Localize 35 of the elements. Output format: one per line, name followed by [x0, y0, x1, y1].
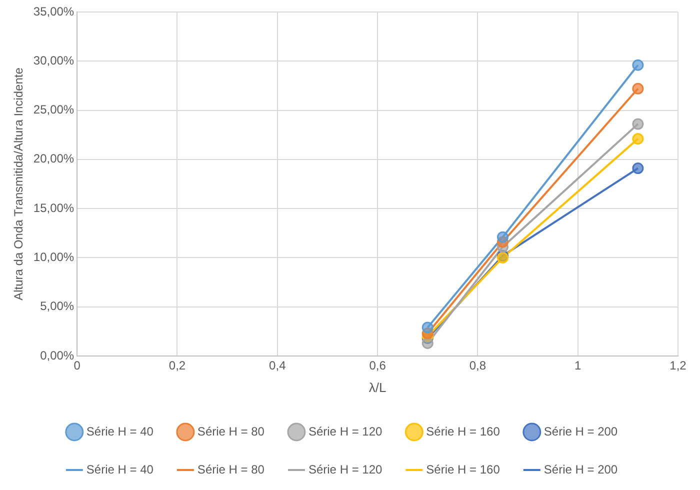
point: [632, 59, 644, 71]
point: [632, 118, 644, 130]
point: [496, 231, 508, 243]
legend-label: Série H = 120: [308, 424, 383, 438]
y-tick-label: 15,00%: [33, 200, 74, 215]
legend-label: Série H = 80: [197, 424, 265, 438]
x-tick-label: 0: [74, 358, 81, 373]
x-tick-label: 0,4: [269, 358, 286, 373]
point: [632, 82, 644, 94]
legend-label: Série H = 200: [544, 424, 618, 438]
legend-label: Série H = 40: [86, 462, 154, 476]
legend-label: Série H = 80: [197, 462, 265, 476]
y-tick-label: 5,00%: [40, 299, 74, 314]
legend-label: Série H = 120: [308, 462, 383, 476]
x-tick-label: 0,2: [168, 358, 186, 373]
y-tick-label: 25,00%: [33, 102, 74, 117]
point: [422, 322, 434, 334]
y-axis-title: Altura da Onda Transmitida/Altura Incidente: [12, 67, 26, 300]
y-tick-label: 35,00%: [33, 4, 74, 18]
point: [422, 337, 434, 349]
legend-label: Série H = 200: [544, 462, 618, 476]
y-tick-label: 30,00%: [33, 53, 74, 68]
x-tick-label: 1: [574, 358, 582, 373]
y-tick-label: 10,00%: [33, 250, 74, 264]
point: [632, 133, 644, 145]
legend-label: Série H = 40: [86, 424, 154, 438]
legend-label: Série H = 160: [426, 424, 500, 438]
x-tick-label: 0,6: [369, 358, 386, 373]
x-axis-title: λ/L: [368, 380, 386, 395]
y-tick-label: 0,00%: [40, 348, 74, 362]
y-tick-label: 20,00%: [33, 152, 74, 166]
x-tick-label: 0,8: [469, 358, 486, 373]
point: [632, 162, 644, 174]
legend-label: Série H = 160: [426, 462, 500, 476]
x-tick-label: 1,2: [670, 358, 687, 373]
